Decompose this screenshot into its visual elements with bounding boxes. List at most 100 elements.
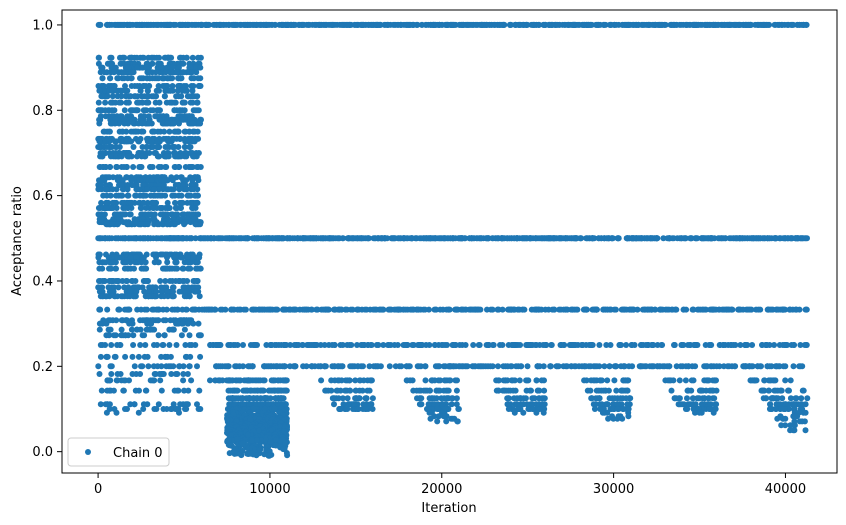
- data-point: [274, 387, 281, 394]
- data-point: [607, 21, 614, 28]
- data-point: [170, 288, 176, 295]
- data-point: [180, 363, 187, 370]
- data-point: [172, 259, 179, 266]
- data-point: [604, 377, 611, 384]
- data-point: [172, 205, 179, 211]
- data-point: [236, 363, 243, 370]
- data-point: [158, 64, 165, 71]
- data-point: [618, 342, 624, 348]
- data-point: [225, 436, 232, 443]
- data-point: [604, 235, 611, 242]
- data-point: [102, 342, 109, 348]
- data-point: [106, 332, 113, 339]
- data-point: [154, 153, 161, 160]
- data-point: [489, 306, 496, 313]
- data-point: [185, 138, 192, 145]
- data-point: [144, 320, 151, 327]
- data-point: [576, 363, 582, 370]
- data-point: [167, 87, 173, 94]
- data-point: [189, 205, 196, 211]
- data-point: [574, 306, 581, 313]
- data-point: [156, 186, 163, 193]
- data-point: [590, 377, 597, 384]
- data-point: [125, 192, 132, 199]
- data-point: [194, 164, 200, 170]
- data-point: [564, 363, 571, 370]
- data-point: [134, 306, 141, 313]
- data-point: [123, 138, 130, 145]
- data-point: [112, 64, 119, 71]
- data-point: [170, 144, 177, 150]
- data-point: [445, 387, 452, 394]
- data-point: [112, 332, 119, 339]
- data-point: [316, 21, 323, 28]
- data-point: [154, 221, 161, 228]
- data-point: [540, 363, 547, 370]
- data-point: [110, 83, 117, 89]
- data-point: [364, 342, 371, 348]
- data-point: [539, 395, 546, 402]
- data-point: [174, 87, 181, 94]
- data-point: [106, 128, 113, 135]
- data-point: [447, 377, 454, 384]
- data-point: [455, 406, 462, 412]
- data-point: [153, 406, 160, 412]
- data-point: [185, 320, 192, 327]
- data-point: [196, 83, 203, 89]
- data-point: [178, 93, 185, 100]
- data-point: [177, 135, 184, 142]
- data-point: [131, 221, 138, 228]
- data-point: [354, 363, 361, 370]
- data-point: [541, 387, 548, 394]
- data-point: [187, 99, 194, 106]
- data-point: [371, 235, 378, 242]
- data-point: [114, 21, 121, 28]
- data-point: [407, 377, 414, 384]
- data-point: [184, 254, 191, 261]
- data-point: [573, 235, 580, 242]
- data-point: [614, 235, 621, 242]
- data-point: [132, 93, 139, 100]
- data-point: [112, 138, 119, 145]
- data-point: [195, 107, 202, 114]
- data-point: [162, 353, 169, 360]
- data-point: [101, 138, 108, 145]
- data-point: [252, 342, 259, 348]
- data-point: [417, 395, 424, 402]
- data-point: [133, 288, 140, 295]
- data-point: [189, 120, 196, 127]
- data-point: [459, 342, 466, 348]
- data-point: [162, 192, 169, 199]
- data-point: [450, 21, 457, 28]
- data-point: [114, 371, 121, 377]
- data-point: [194, 401, 200, 408]
- data-point: [369, 395, 376, 402]
- data-point: [439, 21, 446, 28]
- data-point: [169, 293, 176, 300]
- data-point: [268, 377, 275, 384]
- data-point: [478, 21, 484, 28]
- data-point: [176, 186, 183, 193]
- data-point: [579, 342, 586, 348]
- data-point: [161, 332, 168, 339]
- data-point: [115, 284, 122, 291]
- data-point: [157, 177, 164, 184]
- data-point: [517, 363, 524, 370]
- data-point: [362, 395, 369, 402]
- data-point: [98, 64, 105, 71]
- data-point: [423, 342, 430, 348]
- data-point: [352, 387, 359, 394]
- data-point: [410, 21, 417, 28]
- data-point: [197, 64, 204, 71]
- data-point: [195, 320, 202, 327]
- data-point: [197, 353, 204, 360]
- data-point: [422, 235, 429, 242]
- data-point: [359, 387, 366, 394]
- data-point: [164, 288, 171, 295]
- data-point: [272, 363, 279, 370]
- data-point: [133, 192, 140, 199]
- data-point: [605, 387, 612, 394]
- data-point: [293, 306, 299, 313]
- data-point: [140, 54, 147, 61]
- data-point: [611, 377, 618, 384]
